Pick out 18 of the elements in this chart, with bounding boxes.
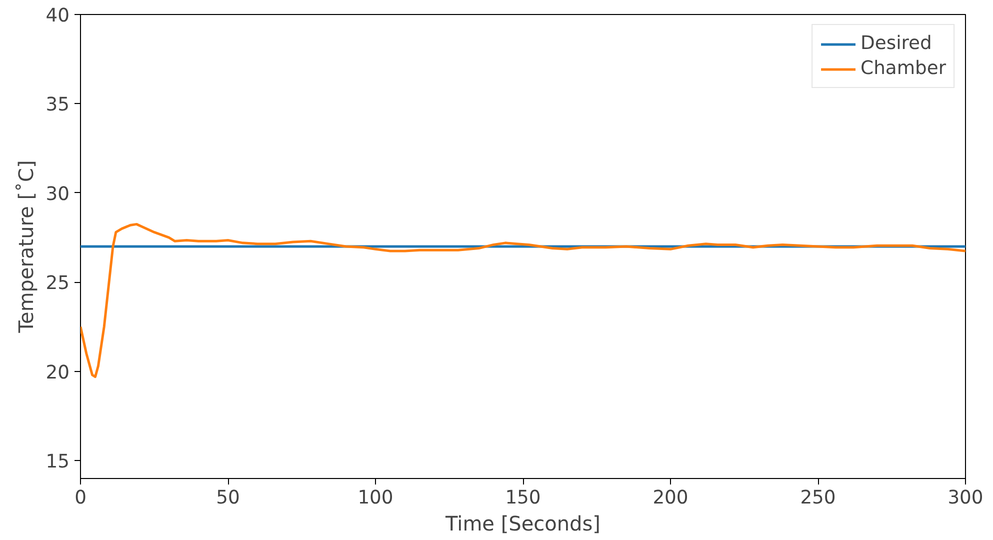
legend-label: Chamber	[860, 58, 946, 79]
y-tick-label: 20	[46, 362, 70, 384]
x-tick-label: 150	[505, 488, 541, 508]
y-tick-label: 40	[46, 6, 70, 26]
x-tick-label: 200	[652, 488, 688, 508]
x-tick-label: 0	[74, 488, 86, 508]
x-tick-label: 250	[800, 488, 836, 508]
y-tick-label: 25	[46, 273, 70, 294]
line-series	[80, 222, 966, 378]
y-tick-label: 35	[46, 94, 70, 116]
x-axis-title: Time [Seconds]	[444, 512, 600, 536]
x-tick-label: 50	[216, 488, 240, 508]
legend-label: Desired	[860, 33, 932, 54]
y-axis-title: Temperature [˚C]	[14, 160, 38, 334]
y-tick-label: 30	[46, 184, 70, 205]
y-tick-label: 15	[46, 452, 70, 473]
x-tick-label: 300	[948, 488, 984, 508]
x-tick-label: 100	[358, 488, 394, 508]
